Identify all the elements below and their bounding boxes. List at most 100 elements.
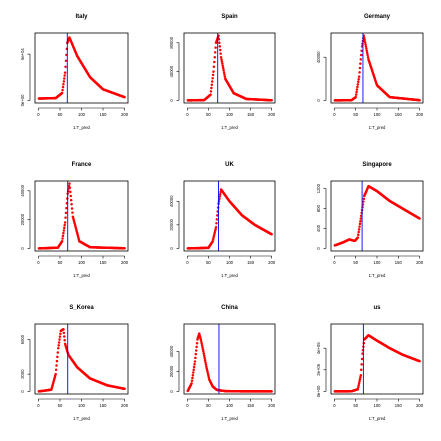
data-point bbox=[203, 356, 206, 360]
data-point bbox=[64, 211, 68, 215]
y-tick-label: 40000 bbox=[316, 51, 321, 63]
series-dots bbox=[333, 184, 421, 247]
data-point bbox=[364, 45, 368, 48]
y-axis: 0 40000 80000 bbox=[169, 36, 180, 102]
data-point bbox=[222, 71, 226, 74]
data-point bbox=[221, 62, 224, 65]
data-point bbox=[270, 390, 273, 393]
data-point bbox=[214, 225, 218, 229]
plot-frame bbox=[330, 180, 424, 252]
data-point bbox=[354, 93, 358, 96]
data-point bbox=[218, 41, 221, 45]
x-tick-label: 200 bbox=[121, 260, 129, 265]
x-axis: 0 50 100 150 200 1:T_pred bbox=[333, 255, 424, 278]
data-point bbox=[363, 38, 366, 42]
data-point bbox=[223, 75, 227, 78]
y-tick-label: 40000 bbox=[20, 184, 25, 196]
data-point bbox=[358, 71, 361, 74]
data-point bbox=[69, 190, 72, 194]
data-point bbox=[360, 49, 363, 52]
data-point bbox=[190, 382, 193, 385]
data-point bbox=[194, 356, 197, 360]
data-point bbox=[222, 68, 225, 72]
data-point bbox=[64, 59, 68, 63]
x-axis-label: 1:T_pred bbox=[73, 125, 90, 130]
data-point bbox=[201, 346, 204, 349]
x-tick-label: 0 bbox=[333, 112, 336, 117]
data-point bbox=[217, 37, 221, 41]
data-point bbox=[418, 98, 421, 102]
x-tick-label: 0 bbox=[37, 112, 40, 117]
data-point bbox=[211, 73, 215, 77]
data-point bbox=[358, 225, 361, 228]
data-point bbox=[366, 55, 370, 59]
y-axis: 0 20000 40000 bbox=[169, 195, 180, 250]
panel-italy: Italy 0 50 100 150 200 1:T_pred 0e+00 5e+04 bbox=[20, 14, 129, 130]
panel-china: China 0 50 100 150 200 1:T_pred 0 20000 40000 bbox=[169, 305, 276, 421]
y-tick-label: 400 bbox=[316, 224, 321, 232]
data-point bbox=[356, 85, 359, 89]
y-axis: 0 400 800 1200 bbox=[316, 183, 327, 250]
data-point bbox=[357, 233, 360, 236]
data-point bbox=[56, 351, 60, 354]
x-tick-label: 100 bbox=[78, 403, 86, 408]
data-point bbox=[210, 80, 214, 83]
data-point bbox=[57, 346, 60, 350]
data-point bbox=[359, 58, 363, 61]
x-tick-label: 150 bbox=[395, 260, 403, 265]
data-point bbox=[219, 55, 223, 59]
data-point bbox=[61, 88, 64, 92]
data-point bbox=[69, 194, 72, 198]
y-tick-label: 80000 bbox=[169, 36, 174, 48]
x-tick-label: 50 bbox=[58, 403, 63, 408]
x-tick-label: 50 bbox=[353, 112, 358, 117]
data-point bbox=[221, 64, 225, 68]
y-tick-label: 40000 bbox=[169, 195, 174, 207]
x-axis: 0 50 100 150 200 1:T_pred bbox=[37, 398, 129, 421]
data-point bbox=[54, 368, 58, 372]
data-point bbox=[218, 192, 222, 196]
x-tick-label: 0 bbox=[37, 260, 40, 265]
series-dots bbox=[186, 34, 273, 102]
data-point bbox=[270, 99, 273, 102]
data-point bbox=[359, 375, 362, 379]
data-point bbox=[63, 77, 66, 80]
series-dots bbox=[186, 188, 273, 250]
data-point bbox=[57, 341, 61, 344]
panel-title: Singapore bbox=[362, 162, 392, 168]
x-tick-label: 50 bbox=[58, 112, 63, 117]
panel-title: China bbox=[221, 305, 238, 311]
x-tick-label: 200 bbox=[416, 260, 424, 265]
plot-frame bbox=[34, 32, 129, 104]
plot-frame bbox=[183, 323, 276, 395]
x-tick-label: 200 bbox=[268, 403, 276, 408]
data-point bbox=[70, 203, 73, 206]
y-axis: 0 20000 40000 bbox=[20, 184, 31, 250]
data-point bbox=[215, 222, 218, 225]
data-point bbox=[356, 83, 360, 86]
y-tick-label: 2e+05 bbox=[316, 363, 321, 375]
data-point bbox=[62, 80, 66, 83]
data-point bbox=[62, 231, 65, 235]
y-tick-label: 40000 bbox=[169, 345, 174, 357]
data-point bbox=[418, 359, 421, 363]
data-point bbox=[358, 379, 361, 383]
data-point bbox=[203, 358, 207, 362]
data-point bbox=[63, 74, 66, 77]
data-point bbox=[364, 42, 367, 46]
data-point bbox=[209, 93, 212, 96]
x-tick-label: 0 bbox=[37, 403, 40, 408]
data-point bbox=[358, 377, 362, 381]
data-point bbox=[191, 373, 195, 377]
x-axis: 0 50 100 150 200 1:T_pred bbox=[333, 107, 424, 130]
x-tick-label: 100 bbox=[226, 403, 234, 408]
x-tick-label: 200 bbox=[121, 112, 129, 117]
data-point bbox=[221, 66, 225, 70]
data-point bbox=[218, 48, 222, 52]
y-tick-label: 20000 bbox=[169, 218, 174, 230]
data-point bbox=[365, 51, 369, 55]
data-point bbox=[362, 197, 366, 201]
data-point bbox=[360, 363, 363, 366]
x-tick-label: 100 bbox=[78, 260, 86, 265]
